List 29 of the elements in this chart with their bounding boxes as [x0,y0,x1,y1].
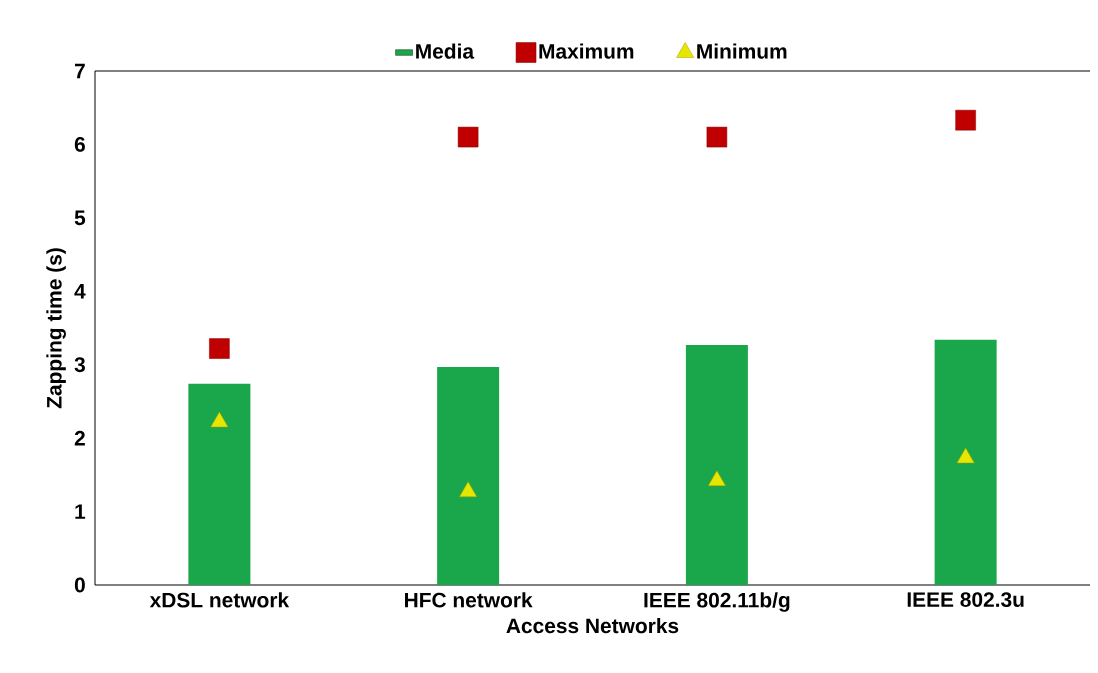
y-axis-title: Zapping time (s) [46,248,66,409]
point [209,338,230,359]
bar [685,344,748,585]
point [955,109,976,131]
legend-label: Media [416,43,475,59]
y-tick-label: 4 [74,284,86,299]
legend-label: Maximum [539,43,634,59]
point [457,126,479,148]
x-axis-title: Access Networks [506,617,679,634]
bar [437,366,500,585]
x-tick-label: xDSL network [149,592,290,608]
bar [934,339,997,585]
y-tick-label: 3 [74,357,85,373]
legend-label: Minimum [697,43,787,59]
bar [188,383,251,585]
point [459,481,478,497]
point [707,470,726,486]
y-tick-label: 1 [75,504,86,519]
point [956,447,975,464]
y-tick-label: 0 [74,577,85,593]
x-tick-label: IEEE 802.3u [907,592,1024,608]
point [210,411,229,428]
point [706,126,728,148]
x-tick-label: IEEE 802.11b/g [644,592,790,612]
y-tick-label: 6 [74,137,85,152]
y-tick-label: 2 [74,430,85,446]
y-tick-label: 7 [74,63,85,79]
y-tick-label: 5 [74,210,86,226]
x-tick-label: HFC network [405,592,533,608]
